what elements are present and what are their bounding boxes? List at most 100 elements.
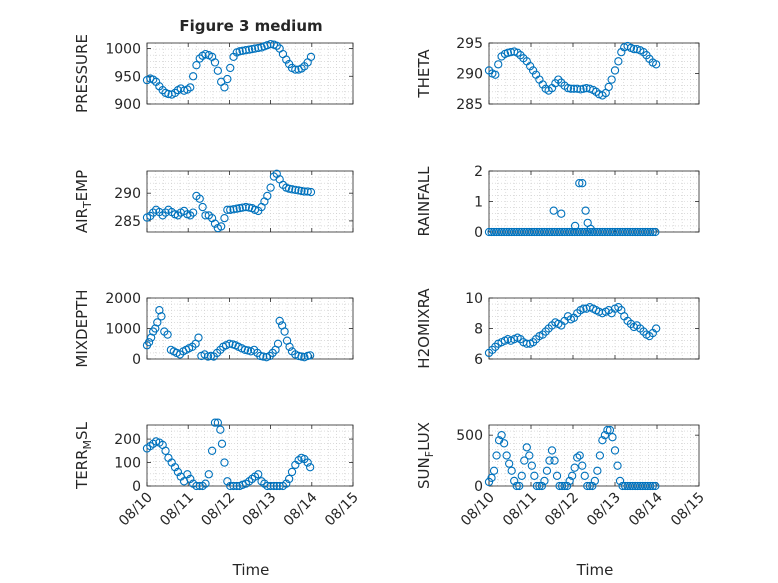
data-point <box>226 63 235 73</box>
data-point <box>303 187 312 196</box>
data-point <box>580 471 589 480</box>
data-point <box>223 74 232 84</box>
data-point <box>287 467 297 477</box>
data-point <box>146 441 155 451</box>
data-point <box>149 208 158 217</box>
data-point <box>229 205 238 214</box>
data-series-terr_msl <box>142 418 315 491</box>
data-point <box>528 66 538 75</box>
data-point <box>484 477 494 487</box>
x-tick-label: 08/14 <box>281 489 321 529</box>
y-label-rest: LUX <box>415 422 433 451</box>
data-point <box>247 44 257 54</box>
axes-box <box>146 424 354 487</box>
x-axis-label-right: Time <box>576 561 614 579</box>
data-point <box>210 418 220 427</box>
data-point <box>273 339 283 348</box>
y-axis-label: RAINFALL <box>415 166 433 237</box>
data-point <box>173 467 183 477</box>
y-tick-label: 285 <box>456 97 483 113</box>
data-point <box>487 473 496 483</box>
x-tick-label: 08/13 <box>584 490 624 530</box>
y-axis-label: H2OMIXRA <box>415 288 433 369</box>
data-point <box>217 222 226 231</box>
y-axis-label: TERRMSL <box>73 421 94 490</box>
x-tick-label: 08/12 <box>198 490 238 530</box>
subplot-mixdepth: 0 1000 2000 MIXDEPTH <box>73 289 354 368</box>
y-label-rest: SL <box>73 421 91 440</box>
data-point <box>578 179 587 188</box>
data-point <box>489 466 499 475</box>
data-point <box>306 463 315 472</box>
data-point <box>648 481 657 491</box>
data-point <box>266 481 275 491</box>
data-point <box>188 208 198 217</box>
data-point <box>257 477 266 486</box>
data-point <box>527 461 536 470</box>
x-tick-label: 08/10 <box>458 490 498 530</box>
data-point <box>210 58 220 67</box>
data-point <box>522 443 531 452</box>
data-point <box>186 83 195 92</box>
data-point <box>285 342 294 351</box>
data-point <box>254 43 263 53</box>
data-point <box>651 227 660 237</box>
y-tick-label: 290 <box>114 186 141 202</box>
data-point <box>545 456 554 465</box>
y-label-main: SUN <box>415 457 433 489</box>
data-point <box>282 55 291 64</box>
y-tick-label: 0 <box>132 352 141 368</box>
data-point <box>615 476 625 486</box>
data-point <box>153 318 162 327</box>
y-axis-label: MIXDEPTH <box>73 289 91 367</box>
data-series-mixdepth <box>142 306 315 362</box>
data-point <box>245 45 254 54</box>
data-point <box>269 481 279 491</box>
data-point <box>173 211 183 220</box>
data-point <box>502 451 511 460</box>
data-series-h2omixra <box>484 302 661 358</box>
data-point <box>579 304 588 313</box>
data-point <box>198 202 207 212</box>
axes-box <box>146 42 354 105</box>
data-point <box>259 352 268 361</box>
data-point <box>241 46 251 55</box>
data-point <box>652 324 661 333</box>
data-point <box>245 477 254 486</box>
data-point <box>272 41 281 50</box>
subplot-pressure: 900 950 1000 PRESSURE <box>73 34 354 113</box>
data-point <box>144 338 154 347</box>
data-point <box>590 476 599 486</box>
data-point <box>575 451 584 460</box>
data-point <box>266 183 275 192</box>
minor-grid <box>489 298 699 359</box>
y-tick-label: 500 <box>456 428 483 444</box>
y-tick-label: 295 <box>456 36 483 52</box>
y-label-main: H2OMIXRA <box>415 288 433 369</box>
data-point <box>192 61 201 70</box>
data-point <box>573 453 582 462</box>
data-point <box>540 476 549 486</box>
data-point <box>550 456 559 465</box>
data-point <box>282 479 291 488</box>
subplot-theta: 285 290 295 THETA <box>415 36 700 113</box>
data-series-rainfall <box>484 179 660 237</box>
y-tick-label: 100 <box>114 456 141 472</box>
data-point <box>578 461 587 470</box>
x-tick-label: 08/15 <box>322 490 362 530</box>
data-point <box>491 70 500 79</box>
y-axis-label: PRESSURE <box>73 34 91 113</box>
data-point <box>300 187 309 196</box>
axes-box <box>488 424 700 487</box>
data-point <box>194 333 203 342</box>
data-point <box>216 425 225 434</box>
data-point <box>220 83 229 92</box>
data-point <box>245 203 254 212</box>
y-tick-label: 2 <box>474 164 483 180</box>
y-label-subscript: M <box>81 440 94 450</box>
data-point <box>588 481 597 491</box>
figure-title: Figure 3 medium <box>179 17 322 35</box>
x-axis-label-left: Time <box>232 561 270 579</box>
